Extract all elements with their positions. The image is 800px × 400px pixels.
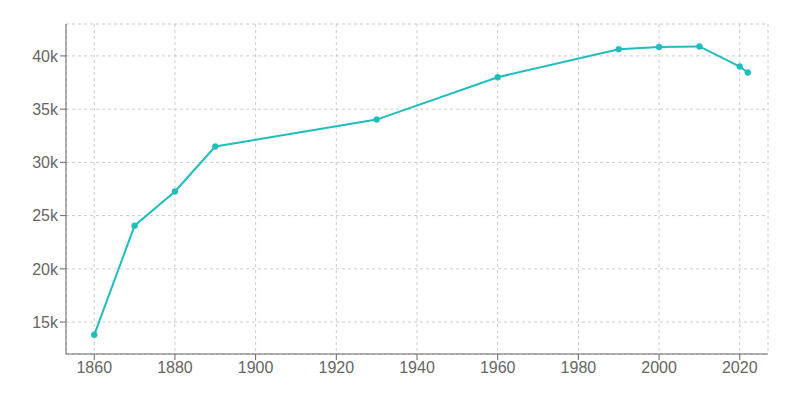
svg-text:25k: 25k: [32, 207, 59, 224]
svg-text:1940: 1940: [399, 359, 435, 376]
svg-text:2000: 2000: [641, 359, 677, 376]
svg-text:40k: 40k: [32, 48, 59, 65]
svg-text:20k: 20k: [32, 261, 59, 278]
svg-text:1900: 1900: [238, 359, 274, 376]
svg-text:35k: 35k: [32, 101, 59, 118]
svg-text:1920: 1920: [319, 359, 355, 376]
svg-text:1960: 1960: [480, 359, 516, 376]
svg-text:2020: 2020: [722, 359, 758, 376]
svg-text:1980: 1980: [561, 359, 597, 376]
svg-text:30k: 30k: [32, 154, 59, 171]
svg-text:1860: 1860: [76, 359, 112, 376]
svg-text:1880: 1880: [157, 359, 193, 376]
svg-text:15k: 15k: [32, 314, 59, 331]
